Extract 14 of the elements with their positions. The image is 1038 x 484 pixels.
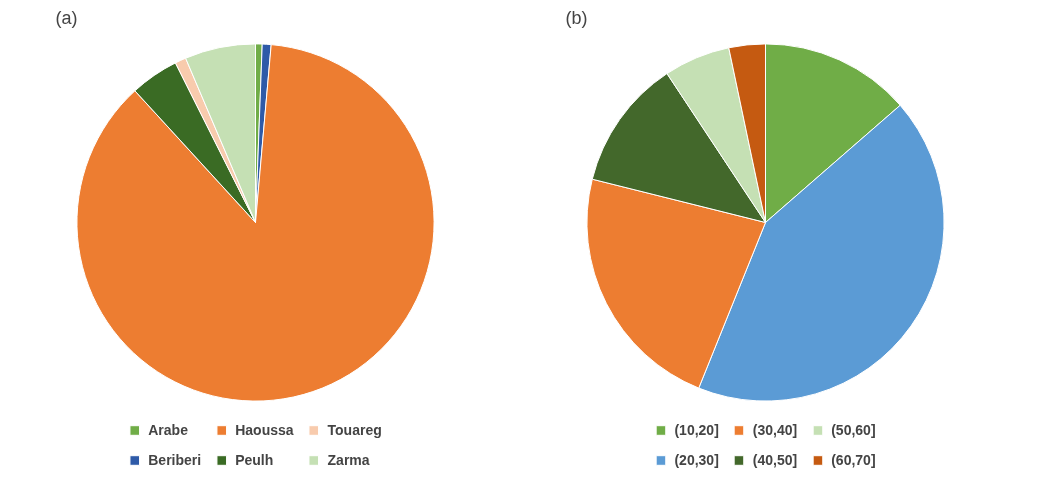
chart-title: (b)	[565, 7, 588, 28]
legend-label: Touareg	[327, 422, 382, 438]
chart-title: (a)	[55, 7, 78, 28]
legend-label: (40,50]	[752, 452, 798, 468]
legend-label: (10,20]	[674, 422, 719, 438]
legend-label: Peulh	[235, 452, 274, 468]
legend-label: Zarma	[327, 452, 370, 468]
legend-label: Arabe	[148, 422, 188, 438]
legend-label: (60,70]	[831, 452, 876, 468]
legend-label: (20,30]	[674, 452, 719, 468]
legend-label: (30,40]	[752, 422, 798, 438]
legend-label: Haoussa	[235, 422, 294, 438]
legend-label: (50,60]	[831, 422, 876, 438]
legend-label: Beriberi	[148, 452, 202, 468]
